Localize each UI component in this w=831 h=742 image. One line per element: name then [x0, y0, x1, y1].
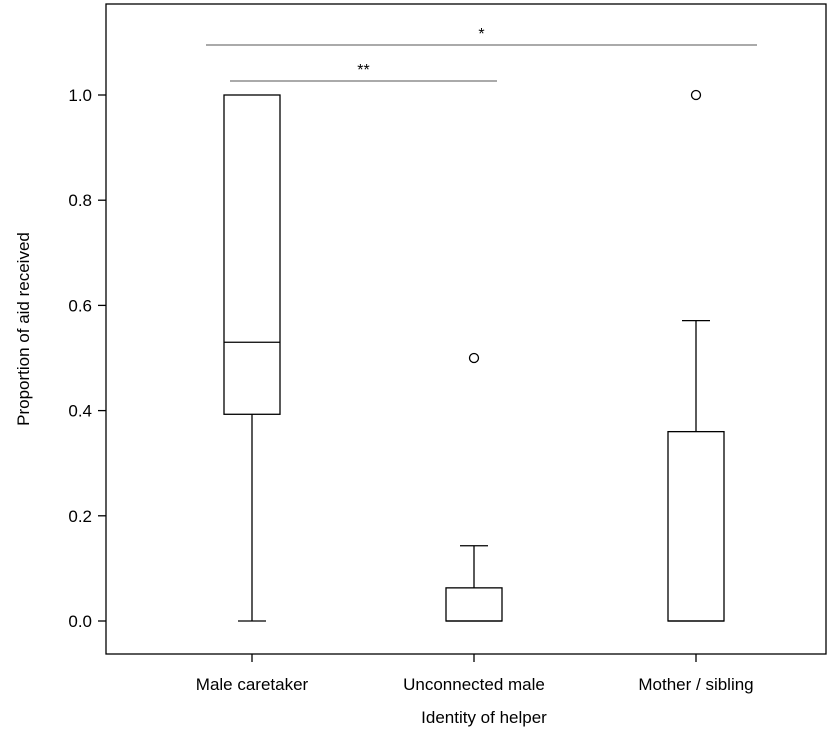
x-tick-label: Mother / sibling [638, 675, 753, 694]
y-tick-label: 1.0 [68, 86, 92, 105]
box-iqr [223, 94, 281, 415]
x-axis-title: Identity of helper [421, 708, 547, 727]
box-iqr [667, 430, 725, 622]
outlier-point [468, 352, 480, 364]
y-tick-label: 0.8 [68, 191, 92, 210]
y-tick-label: 0.4 [68, 402, 92, 421]
significance-label: * [478, 26, 484, 43]
significance-label: ** [357, 62, 369, 79]
x-tick-label: Unconnected male [403, 675, 545, 694]
x-tick-label: Male caretaker [196, 675, 309, 694]
plot-area: 0.0 0.2 0.4 0.6 0.8 1.0 Male caretaker Unconnec… [68, 3, 827, 694]
box-iqr [445, 587, 503, 622]
y-tick-label: 0.6 [68, 296, 92, 315]
y-tick-label: 0.0 [68, 612, 92, 631]
y-tick-label: 0.2 [68, 507, 92, 526]
y-axis-title: Proportion of aid received [14, 232, 33, 426]
plot-frame [105, 3, 827, 655]
outlier-point [690, 89, 702, 101]
